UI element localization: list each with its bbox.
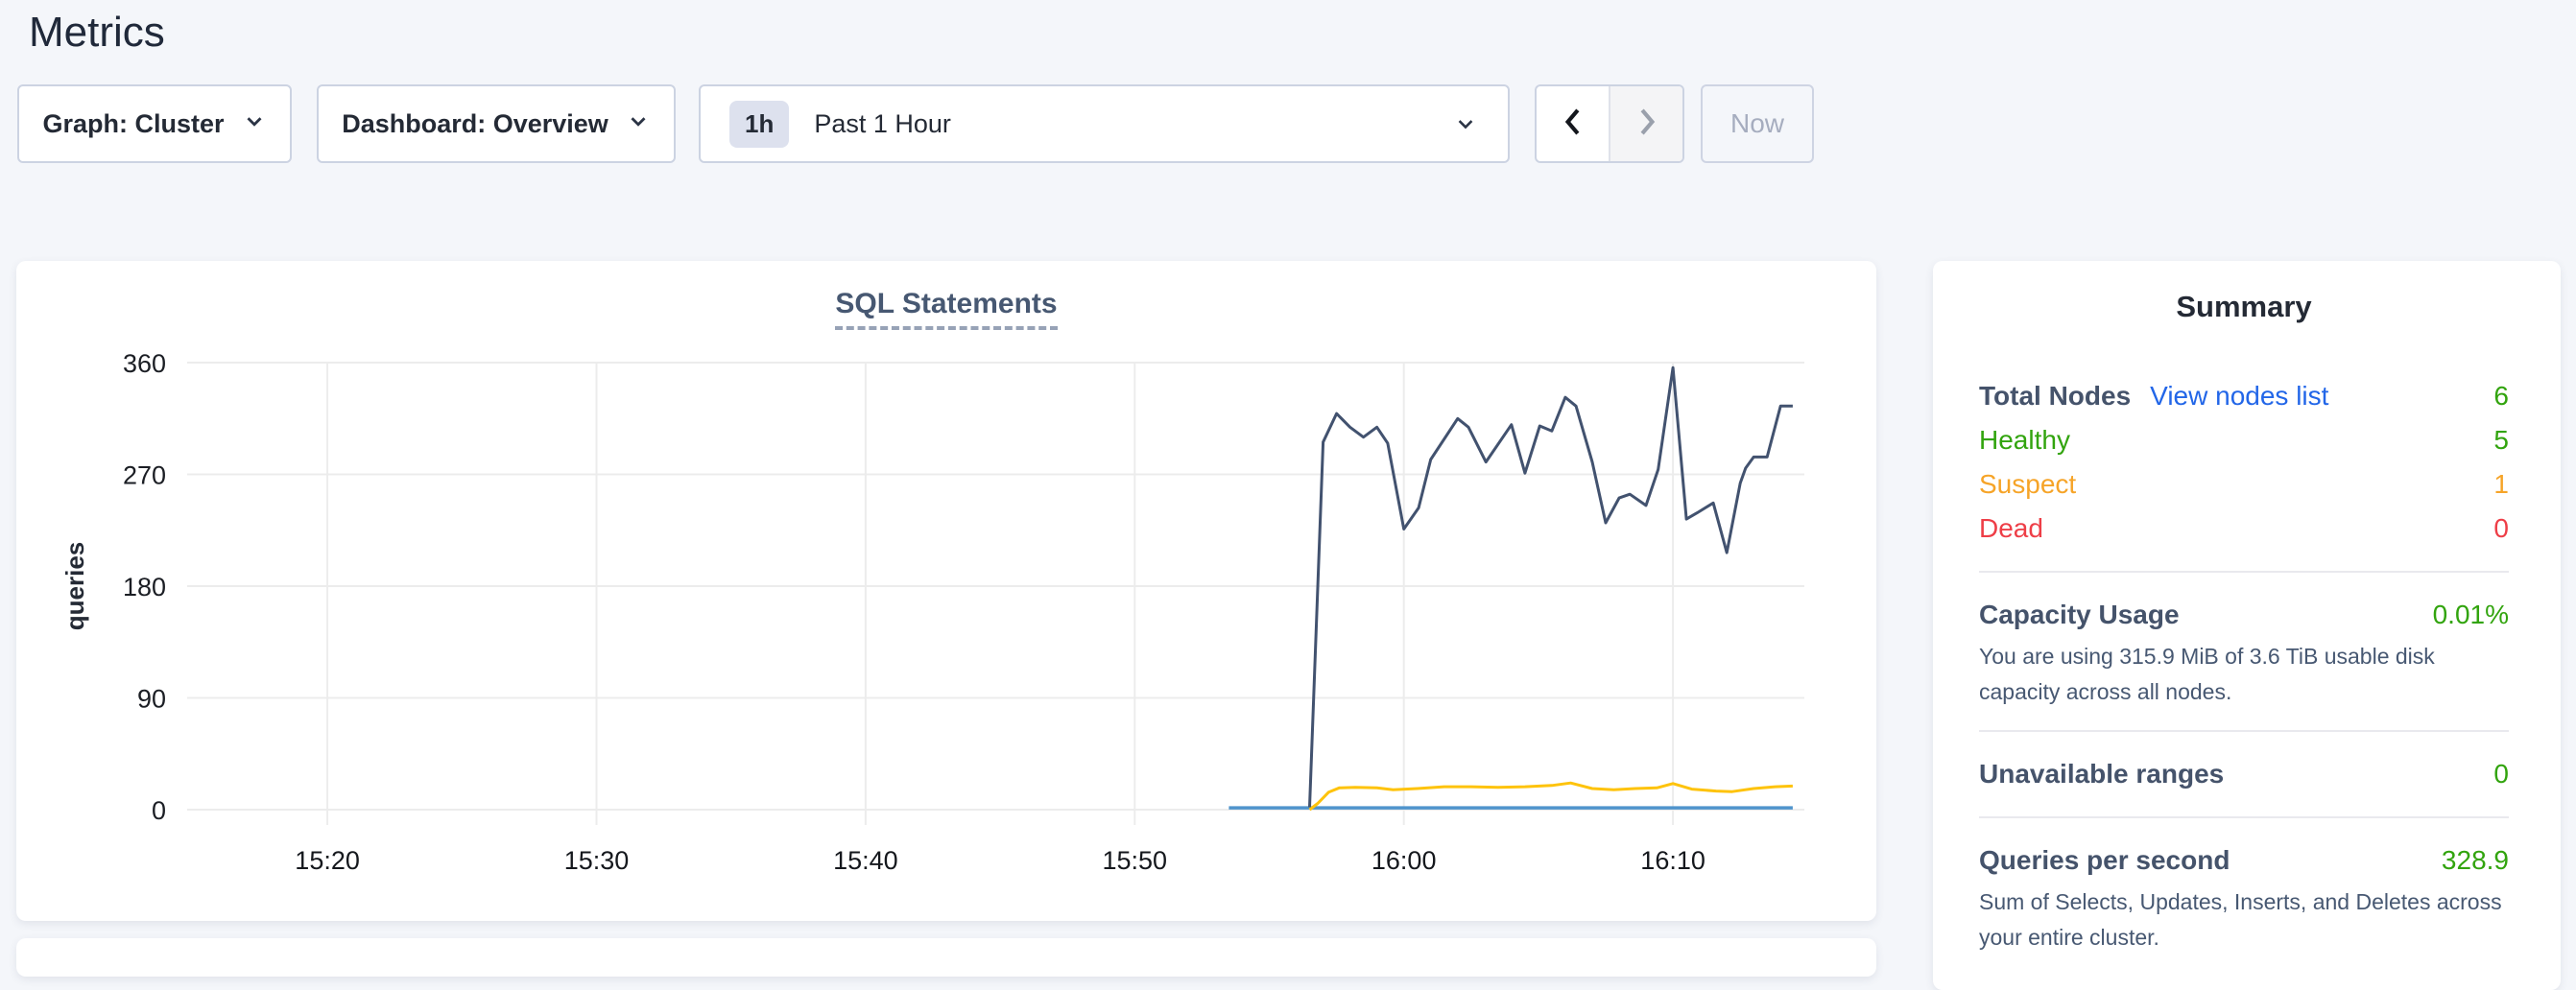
page-title: Metrics [29, 9, 165, 56]
sql-statements-plot: 0 90 180 270 360 15:20 15:30 15:40 15:50 16:00 16:… [60, 349, 1804, 875]
time-range-picker[interactable]: 1h Past 1 Hour [699, 84, 1510, 163]
total-nodes-row: Total Nodes View nodes list 6 [1979, 374, 2509, 418]
x-tick-label: 15:50 [1102, 846, 1167, 875]
divider [1979, 571, 2509, 573]
capacity-usage-value: 0.01% [2432, 600, 2509, 629]
y-tick-label: 270 [123, 461, 166, 490]
dashboard-dropdown[interactable]: Dashboard: Overview [317, 84, 676, 163]
summary-panel: Summary Total Nodes View nodes list 6 He… [1933, 261, 2561, 990]
dead-label: Dead [1979, 513, 2043, 543]
x-tick-label: 15:30 [564, 846, 630, 875]
x-tick-label: 15:20 [295, 846, 360, 875]
suspect-value: 1 [2493, 469, 2509, 499]
queries-per-second-label: Queries per second [1979, 845, 2230, 875]
queries-per-second-value: 328.9 [2441, 845, 2509, 875]
healthy-value: 5 [2493, 425, 2509, 455]
capacity-usage-label: Capacity Usage [1979, 600, 2180, 629]
dead-nodes-row: Dead 0 [1979, 507, 2509, 551]
time-window-nav [1535, 84, 1684, 163]
now-button[interactable]: Now [1701, 84, 1814, 163]
capacity-usage-row: Capacity Usage 0.01% [1979, 593, 2509, 637]
unavailable-ranges-label: Unavailable ranges [1979, 759, 2225, 789]
sql-statements-chart-card: SQL Statements 0 90 180 270 360 15:20 15:30 15:… [16, 261, 1876, 921]
prev-time-window-button[interactable] [1537, 86, 1609, 161]
y-axis-label: queries [60, 542, 89, 631]
time-range-badge: 1h [729, 100, 790, 148]
chevron-down-icon [242, 108, 267, 140]
suspect-nodes-row: Suspect 1 [1979, 462, 2509, 507]
time-range-label: Past 1 Hour [814, 108, 951, 138]
y-tick-label: 0 [152, 796, 166, 825]
unavailable-ranges-value: 0 [2493, 759, 2509, 789]
y-tick-label: 180 [123, 573, 166, 601]
series-navy-line [1308, 365, 1793, 808]
y-tick-label: 90 [137, 685, 166, 714]
chart-title-text[interactable]: SQL Statements [835, 288, 1058, 330]
graph-dropdown[interactable]: Graph: Cluster [17, 84, 292, 163]
chevron-down-icon [1452, 110, 1479, 137]
chevron-right-icon [1633, 106, 1661, 143]
y-tick-label: 360 [123, 349, 166, 378]
healthy-label: Healthy [1979, 425, 2070, 455]
series-yellow-line [1308, 781, 1793, 812]
total-nodes-value: 6 [2493, 381, 2509, 411]
next-time-window-button[interactable] [1609, 86, 1682, 161]
total-nodes-label: Total Nodes [1979, 381, 2132, 411]
graph-dropdown-label: Graph: Cluster [42, 108, 225, 138]
capacity-usage-description: You are using 315.9 MiB of 3.6 TiB usabl… [1979, 644, 2435, 704]
healthy-nodes-row: Healthy 5 [1979, 418, 2509, 462]
divider [1979, 816, 2509, 818]
next-chart-card [16, 938, 1876, 977]
queries-per-second-row: Queries per second 328.9 [1979, 838, 2509, 883]
dashboard-dropdown-label: Dashboard: Overview [342, 108, 608, 138]
unavailable-ranges-row: Unavailable ranges 0 [1979, 752, 2509, 796]
chart-title: SQL Statements [16, 288, 1876, 330]
x-tick-label: 15:40 [833, 846, 898, 875]
x-tick-label: 16:10 [1640, 846, 1705, 875]
view-nodes-list-link[interactable]: View nodes list [2150, 381, 2329, 411]
chevron-down-icon [626, 108, 651, 140]
x-tick-label: 16:00 [1371, 846, 1437, 875]
summary-title: Summary [2176, 290, 2312, 323]
chevron-left-icon [1559, 106, 1587, 143]
queries-per-second-description: Sum of Selects, Updates, Inserts, and De… [1979, 889, 2502, 950]
divider [1979, 730, 2509, 732]
suspect-label: Suspect [1979, 469, 2077, 499]
dead-value: 0 [2493, 513, 2509, 543]
